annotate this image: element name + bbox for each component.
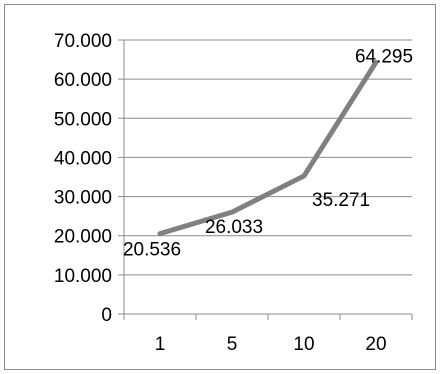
y-tick-label: 20.000 [54,227,112,248]
x-tick-label: 10 [293,334,314,355]
series-line [157,59,379,237]
data-label: 64.295 [355,46,413,67]
y-tick-labels: 0 10.000 20.000 30.000 40.000 50.000 60.000 70.… [54,31,112,326]
x-tick-labels: 1 5 10 20 [155,334,387,355]
x-tick-label: 20 [365,334,386,355]
y-tick-label: 60.000 [54,70,112,91]
y-tick-label: 50.000 [54,109,112,130]
y-tick-label: 30.000 [54,188,112,209]
data-label: 20.536 [123,240,181,261]
x-tick-label: 5 [227,334,238,355]
y-tick-label: 70.000 [54,31,112,52]
chart-frame [4,4,436,370]
x-tick-label: 1 [155,334,166,355]
data-label: 35.271 [312,190,370,211]
y-tick-label: 40.000 [54,148,112,169]
y-tick-label: 0 [101,305,112,326]
data-label: 26.033 [205,217,263,238]
data-labels: 20.536 26.033 35.271 64.295 [123,46,413,260]
series [157,59,379,237]
y-tick-label: 10.000 [54,266,112,287]
axes [118,39,413,320]
